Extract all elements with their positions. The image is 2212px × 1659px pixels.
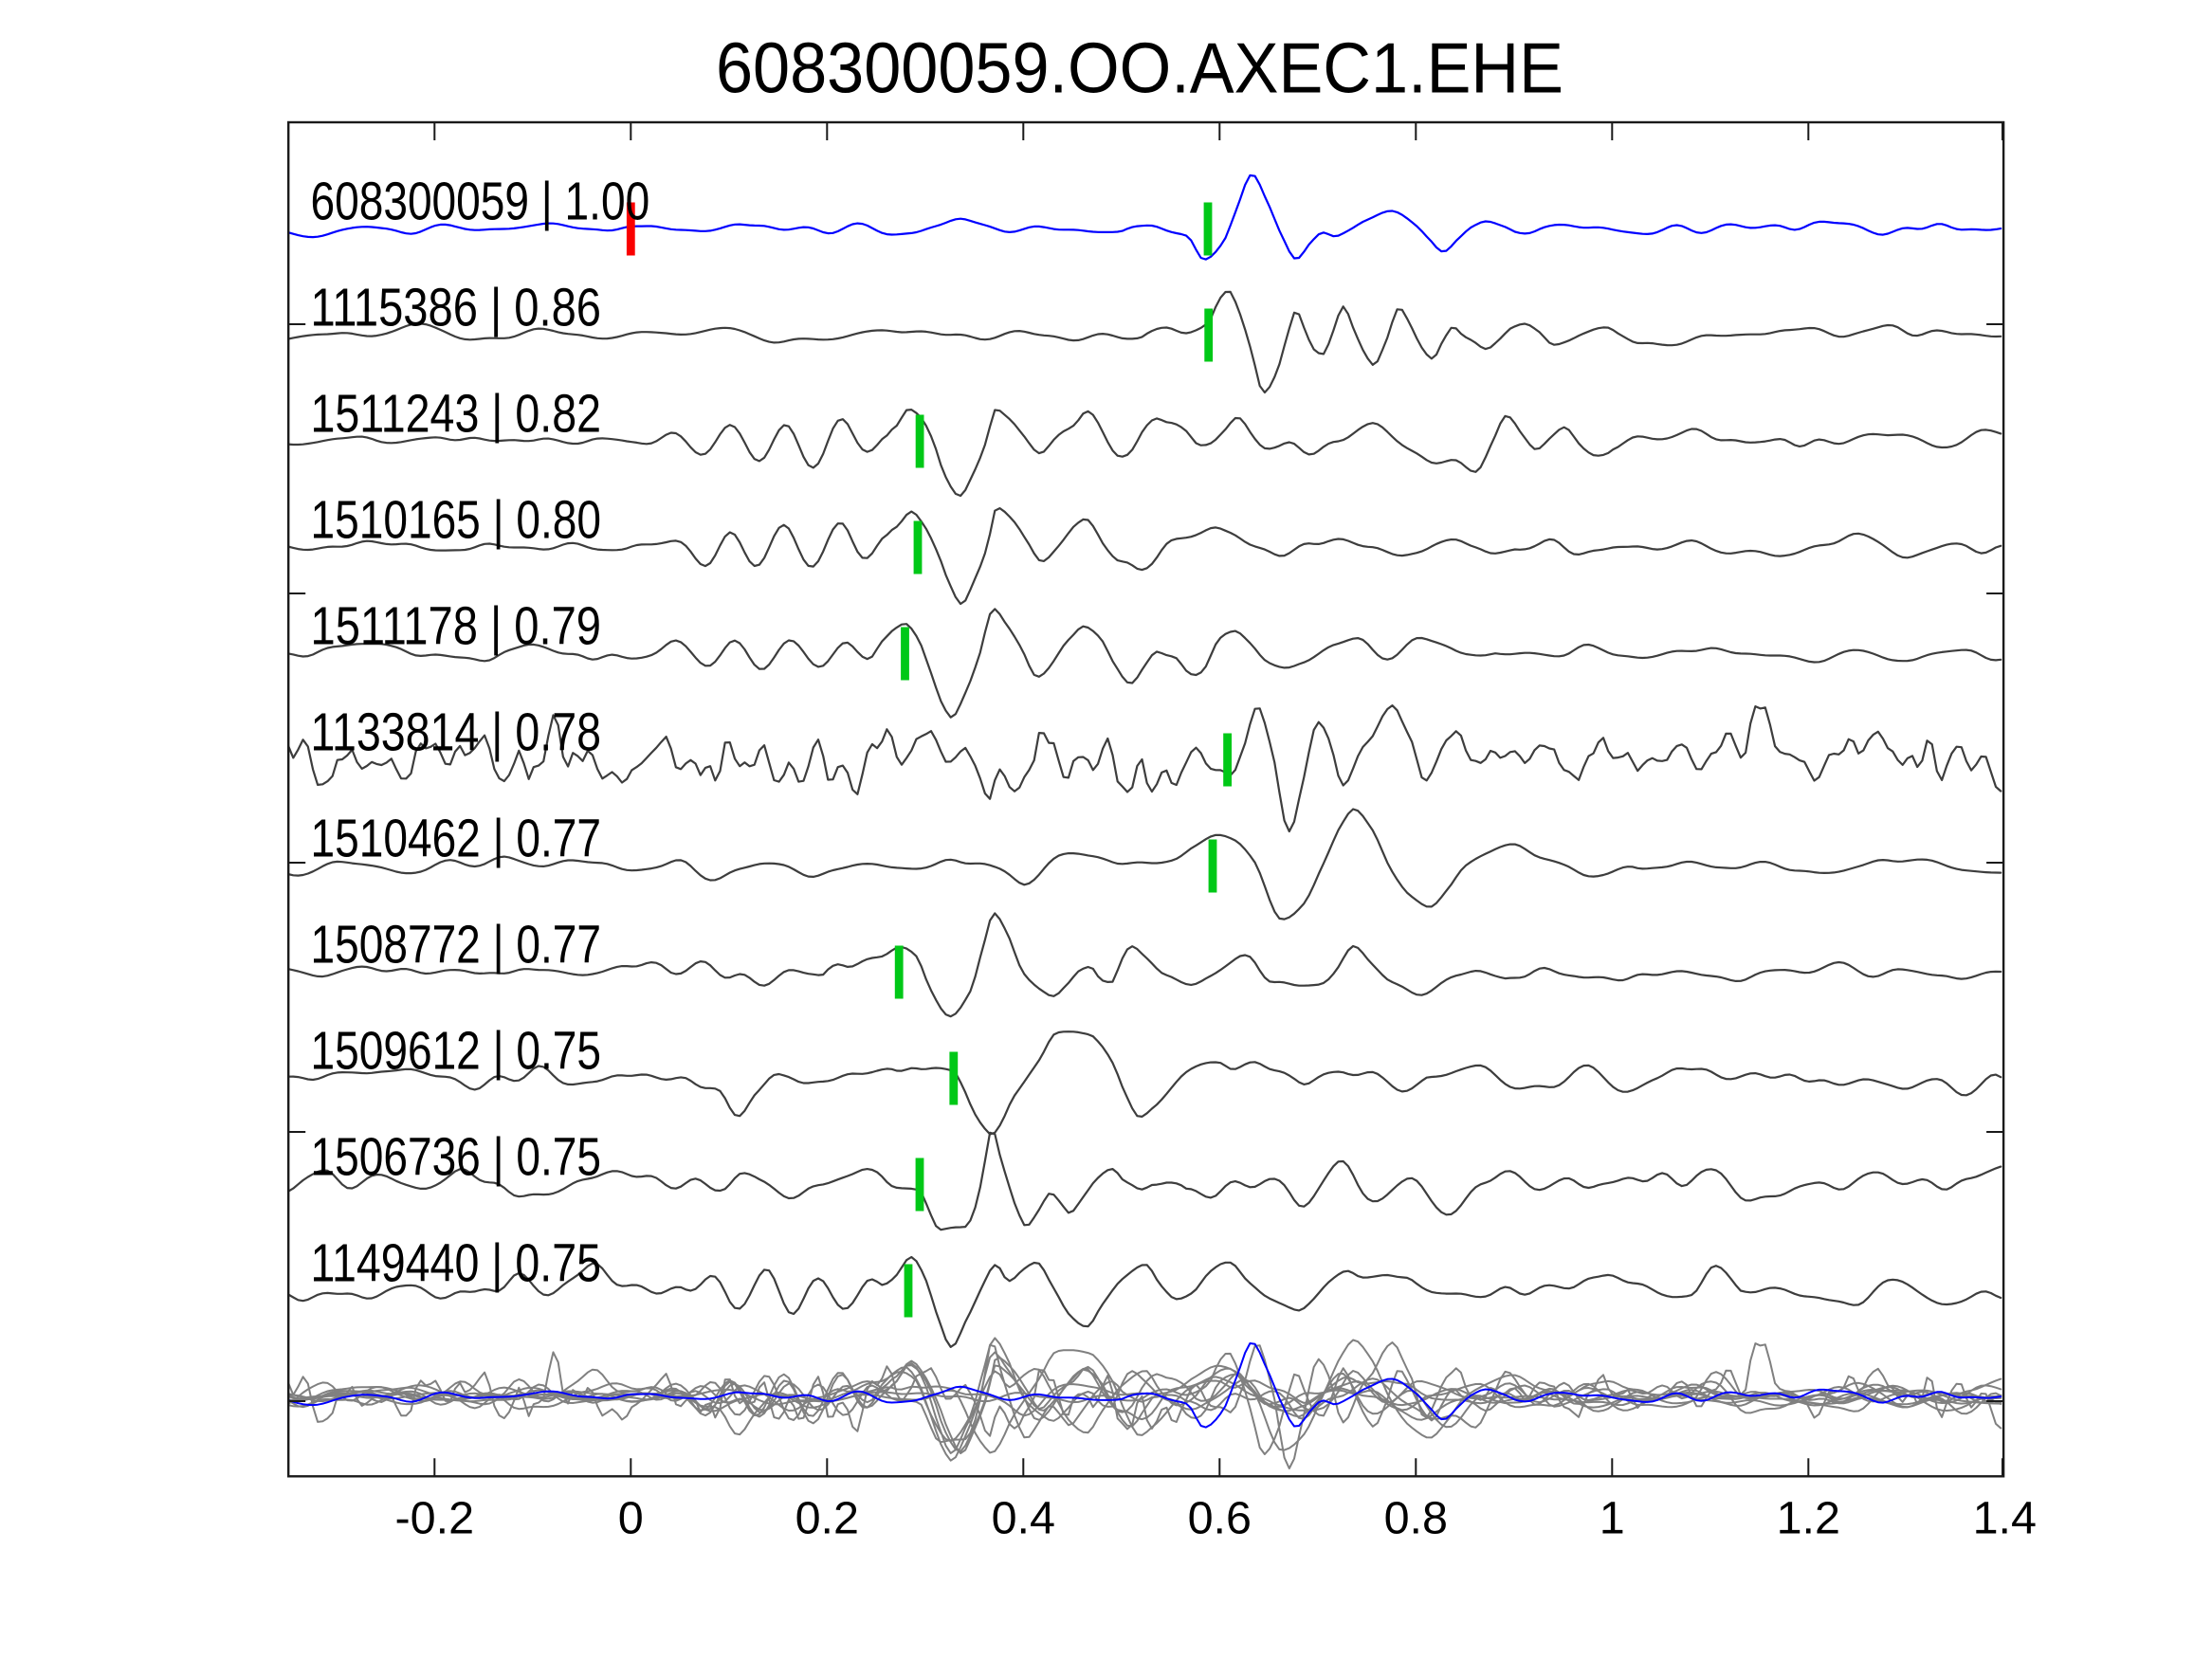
- svg-text:1133814 | 0.78: 1133814 | 0.78: [311, 702, 602, 763]
- svg-text:1115386 | 0.86: 1115386 | 0.86: [311, 278, 602, 338]
- svg-text:1511243 | 0.82: 1511243 | 0.82: [311, 384, 602, 445]
- svg-text:1509612 | 0.75: 1509612 | 0.75: [311, 1021, 602, 1082]
- svg-text:608300059 | 1.00: 608300059 | 1.00: [311, 172, 650, 232]
- svg-text:1506736 | 0.75: 1506736 | 0.75: [311, 1127, 602, 1188]
- svg-text:1149440 | 0.75: 1149440 | 0.75: [311, 1233, 602, 1294]
- svg-text:1510462 | 0.77: 1510462 | 0.77: [311, 809, 602, 869]
- svg-text:1.2: 1.2: [1777, 1493, 1840, 1544]
- svg-text:1: 1: [1600, 1493, 1625, 1544]
- svg-text:0.8: 0.8: [1384, 1493, 1448, 1544]
- svg-text:1510165 | 0.80: 1510165 | 0.80: [311, 490, 602, 551]
- svg-text:608300059.OO.AXEC1.EHE: 608300059.OO.AXEC1.EHE: [716, 28, 1563, 108]
- svg-text:0.4: 0.4: [992, 1493, 1055, 1544]
- svg-text:1508772 | 0.77: 1508772 | 0.77: [311, 915, 602, 975]
- svg-text:1.4: 1.4: [1973, 1493, 2037, 1544]
- svg-text:0: 0: [618, 1493, 644, 1544]
- svg-text:-0.2: -0.2: [395, 1493, 475, 1544]
- svg-text:0.2: 0.2: [795, 1493, 859, 1544]
- svg-text:1511178 | 0.79: 1511178 | 0.79: [311, 596, 602, 657]
- svg-text:0.6: 0.6: [1188, 1493, 1252, 1544]
